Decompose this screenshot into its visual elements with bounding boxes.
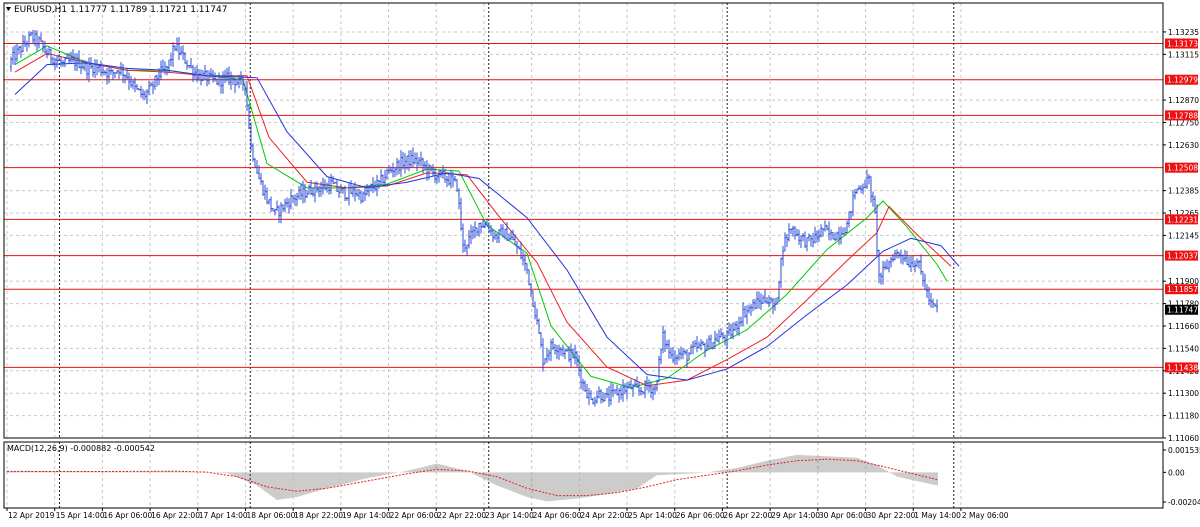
time-axis-label: 17 Apr 14:00 (199, 511, 248, 520)
level-price-tag-label: 1.13173 (1167, 40, 1198, 49)
level-price-tag[interactable] (1165, 214, 1198, 225)
time-axis-label: 15 Apr 14:00 (56, 511, 105, 520)
level-price-tag[interactable] (1165, 250, 1198, 261)
time-axis-label: 26 Apr 22:00 (723, 511, 772, 520)
main-panel-frame (3, 2, 1164, 439)
level-price-tag-label: 1.12979 (1167, 76, 1198, 85)
price-axis-label: 1.11780 (1168, 300, 1199, 309)
level-price-tag[interactable] (1165, 74, 1198, 85)
price-axis-label: 1.12385 (1168, 187, 1199, 196)
moving-average-line (14, 52, 952, 387)
price-bars (10, 29, 938, 407)
time-axis-label: 18 Apr 06:00 (246, 511, 295, 520)
time-axis-label: 18 Apr 22:00 (294, 511, 343, 520)
panel-frames (3, 2, 1164, 509)
macd-header: MACD(12,26,9) -0.000882 -0.000542 (7, 444, 155, 453)
level-price-tag[interactable] (1165, 162, 1198, 173)
time-axis-label: 19 Apr 14:00 (342, 511, 391, 520)
price-axis-label: 1.11060 (1168, 434, 1199, 443)
macd-axis-label: 0.001535 (1168, 446, 1200, 455)
price-axis-label: 1.11180 (1168, 412, 1199, 421)
price-axis-label: 1.12145 (1168, 231, 1199, 240)
level-price-tag-label: 1.12788 (1167, 111, 1198, 120)
time-axis-label: 16 Apr 22:00 (151, 511, 200, 520)
time-axis-label: 2 May 06:00 (962, 511, 1009, 520)
macd-panel-frame (3, 441, 1164, 509)
price-axis-label: 1.12630 (1168, 141, 1199, 150)
axes: 1.13235 1.13115 1.12870 1.12750 1.12630 1.123… (6, 28, 1200, 520)
time-axis-label: 25 Apr 14:00 (628, 511, 677, 520)
level-price-tag[interactable] (1165, 284, 1198, 295)
level-price-tag[interactable] (1165, 110, 1198, 121)
time-axis-label: 12 Apr 2019 (8, 511, 55, 520)
time-axis-label: 22 Apr 06:00 (390, 511, 439, 520)
time-axis-label: 30 Apr 22:00 (867, 511, 916, 520)
macd-label: MACD(12,26,9) -0.000882 -0.000542 (7, 444, 155, 453)
price-axis-label: 1.12265 (1168, 209, 1199, 218)
moving-average-line (14, 62, 960, 381)
price-axis-label: 1.11660 (1168, 322, 1199, 331)
level-price-tag-label: 1.11857 (1167, 285, 1198, 294)
price-axis-label: 1.11540 (1168, 344, 1199, 353)
time-axis-label: 26 Apr 06:00 (676, 511, 725, 520)
time-axis-label: 29 Apr 14:00 (771, 511, 820, 520)
level-price-tag-label: 1.12508 (1167, 164, 1198, 173)
time-axis-label: 1 May 14:00 (914, 511, 961, 520)
last-price-tag-label: 1.11747 (1167, 306, 1198, 315)
price-axis-label: 1.13235 (1168, 28, 1199, 37)
symbol-header: EURUSD,H1 1.11777 1.11789 1.11721 1.1174… (14, 5, 227, 15)
dropdown-triangle-icon[interactable] (6, 7, 11, 11)
price-axis-label: 1.11300 (1168, 389, 1199, 398)
level-price-tag-label: 1.12231 (1167, 215, 1198, 224)
time-axis-label: 24 Apr 06:00 (533, 511, 582, 520)
price-axis-label: 1.12750 (1168, 118, 1199, 127)
level-price-tag[interactable] (1165, 38, 1198, 49)
price-axis-label: 1.12870 (1168, 96, 1199, 105)
level-price-tag-label: 1.11438 (1167, 363, 1198, 372)
time-axis-label: 23 Apr 14:00 (485, 511, 534, 520)
macd-signal-line (6, 458, 938, 497)
macd-indicator (6, 454, 938, 502)
price-axis-label: 1.13115 (1168, 50, 1199, 59)
time-axis-label: 16 Apr 06:00 (103, 511, 152, 520)
chart-header: EURUSD,H1 1.11777 1.11789 1.11721 1.1174… (6, 5, 227, 15)
price-axis-label: 1.11900 (1168, 277, 1199, 286)
macd-axis-label: 0.00 (1168, 468, 1185, 477)
time-axis-label: 22 Apr 22:00 (437, 511, 486, 520)
time-axis-label: 30 Apr 06:00 (819, 511, 868, 520)
last-price-tag (1165, 304, 1198, 315)
level-price-tag-label: 1.12037 (1167, 252, 1198, 261)
level-price-tag[interactable] (1165, 362, 1198, 373)
time-axis-label: 24 Apr 22:00 (580, 511, 629, 520)
